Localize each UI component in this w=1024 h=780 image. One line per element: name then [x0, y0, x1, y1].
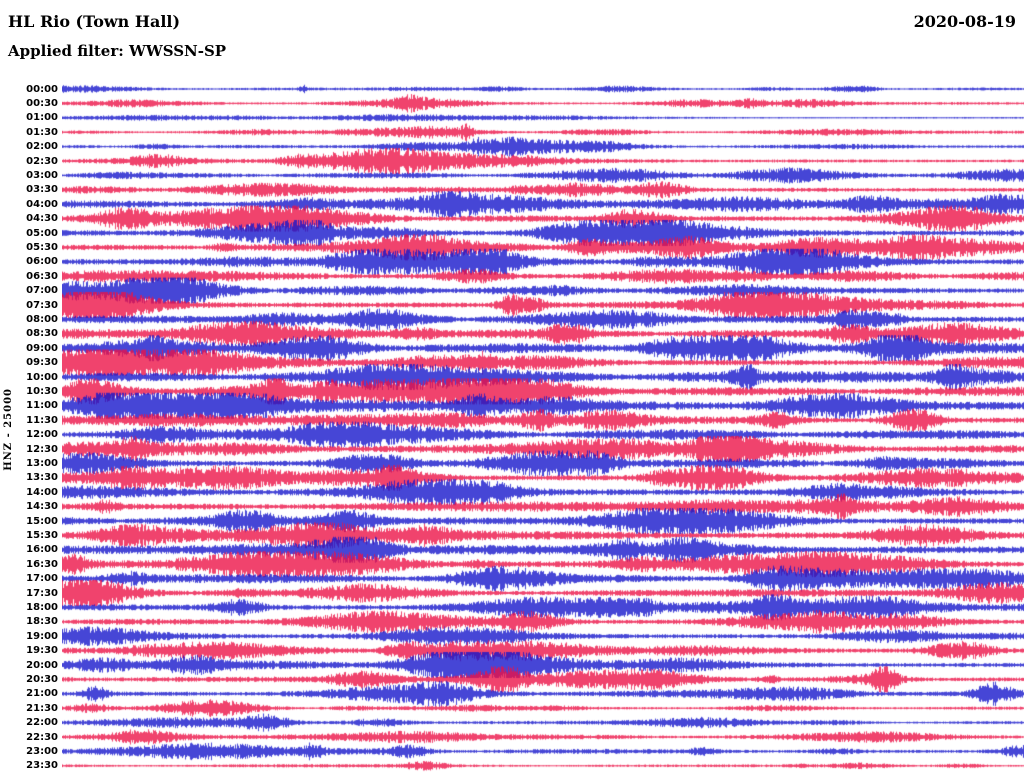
- time-label: 23:30: [26, 760, 58, 772]
- time-label: 12:00: [26, 429, 58, 441]
- time-label: 21:00: [26, 688, 58, 700]
- time-label: 23:00: [26, 745, 58, 757]
- time-label: 17:00: [26, 573, 58, 585]
- time-label: 09:30: [26, 357, 58, 369]
- time-label: 17:30: [26, 587, 58, 599]
- time-label: 05:30: [26, 241, 58, 253]
- time-label: 07:30: [26, 299, 58, 311]
- time-label: 07:00: [26, 285, 58, 297]
- time-label: 09:00: [26, 342, 58, 354]
- time-label: 15:30: [26, 529, 58, 541]
- time-label: 19:30: [26, 645, 58, 657]
- time-label: 12:30: [26, 443, 58, 455]
- time-label: 20:00: [26, 659, 58, 671]
- time-label: 00:30: [26, 97, 58, 109]
- time-label: 01:00: [26, 112, 58, 124]
- time-label: 10:00: [26, 371, 58, 383]
- time-label: 20:30: [26, 673, 58, 685]
- time-label: 22:30: [26, 731, 58, 743]
- time-label: 14:30: [26, 501, 58, 513]
- filter-label: Applied filter: WWSSN-SP: [8, 42, 227, 60]
- time-label: 14:00: [26, 486, 58, 498]
- time-label: 21:30: [26, 702, 58, 714]
- time-label: 15:00: [26, 515, 58, 527]
- time-axis: 00:00 00:30 01:00 01:30 02:00 02:30 03:00 03:30…: [0, 0, 60, 780]
- seismogram-canvas: [62, 80, 1024, 778]
- time-label: 06:00: [26, 256, 58, 268]
- time-label: 18:30: [26, 616, 58, 628]
- time-label: 13:00: [26, 457, 58, 469]
- time-label: 18:00: [26, 601, 58, 613]
- time-label: 08:00: [26, 313, 58, 325]
- time-label: 01:30: [26, 126, 58, 138]
- time-label: 06:30: [26, 270, 58, 282]
- time-label: 02:30: [26, 155, 58, 167]
- time-label: 19:00: [26, 630, 58, 642]
- record-date: 2020-08-19: [913, 12, 1016, 31]
- time-label: 00:00: [26, 83, 58, 95]
- time-label: 08:30: [26, 328, 58, 340]
- time-label: 22:00: [26, 717, 58, 729]
- time-label: 10:30: [26, 385, 58, 397]
- time-label: 16:00: [26, 544, 58, 556]
- time-label: 11:00: [26, 400, 58, 412]
- station-title: HL Rio (Town Hall): [8, 12, 181, 31]
- time-label: 03:30: [26, 184, 58, 196]
- time-label: 11:30: [26, 414, 58, 426]
- time-label: 02:00: [26, 141, 58, 153]
- time-label: 03:00: [26, 169, 58, 181]
- time-label: 13:30: [26, 472, 58, 484]
- time-label: 04:30: [26, 213, 58, 225]
- time-label: 05:00: [26, 227, 58, 239]
- time-label: 04:00: [26, 198, 58, 210]
- time-label: 16:30: [26, 558, 58, 570]
